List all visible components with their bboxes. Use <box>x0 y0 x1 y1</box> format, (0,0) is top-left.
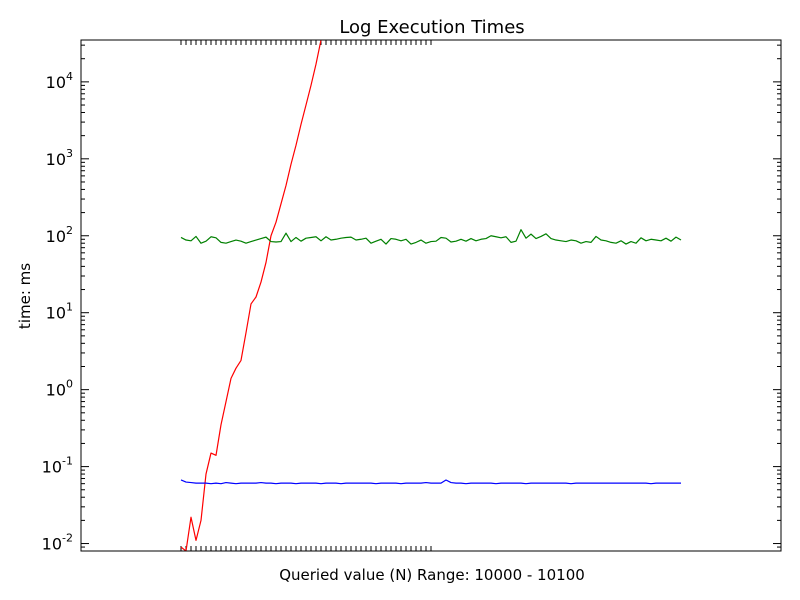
y-tick-base: 10 <box>46 227 66 246</box>
y-tick-label: 101 <box>46 301 73 323</box>
y-tick-label: 102 <box>46 224 73 246</box>
y-tick-exponent: 3 <box>66 147 73 160</box>
series-line-2 <box>180 479 681 485</box>
y-tick-exponent: 4 <box>66 70 73 83</box>
y-tick-exponent: -2 <box>62 532 73 545</box>
y-tick-label: 100 <box>46 378 73 400</box>
series-layer <box>180 40 682 551</box>
y-tick-exponent: 2 <box>66 224 73 237</box>
y-tick-label: 10-2 <box>42 532 73 554</box>
x-axis-label: Queried value (N) Range: 10000 - 10100 <box>279 566 585 584</box>
y-tick-label: 103 <box>46 147 73 169</box>
y-tick-base: 10 <box>46 73 66 92</box>
y-axis-label: time: ms <box>16 263 34 329</box>
chart-title: Log Execution Times <box>339 17 524 38</box>
y-tick-base: 10 <box>42 458 62 477</box>
y-tick-exponent: 1 <box>66 301 73 314</box>
plot-frame <box>80 39 782 552</box>
y-tick-base: 10 <box>46 150 66 169</box>
series-line-0 <box>180 40 322 551</box>
y-tick-exponent: -1 <box>62 455 73 468</box>
y-tick-base: 10 <box>42 535 62 554</box>
y-tick-label: 104 <box>46 70 73 92</box>
series-line-1 <box>180 229 682 245</box>
x-minor-ticks <box>180 40 432 551</box>
y-tick-exponent: 0 <box>66 378 73 391</box>
y-tick-label: 10-1 <box>42 455 73 477</box>
y-tick-base: 10 <box>46 381 66 400</box>
y-tick-base: 10 <box>46 304 66 323</box>
